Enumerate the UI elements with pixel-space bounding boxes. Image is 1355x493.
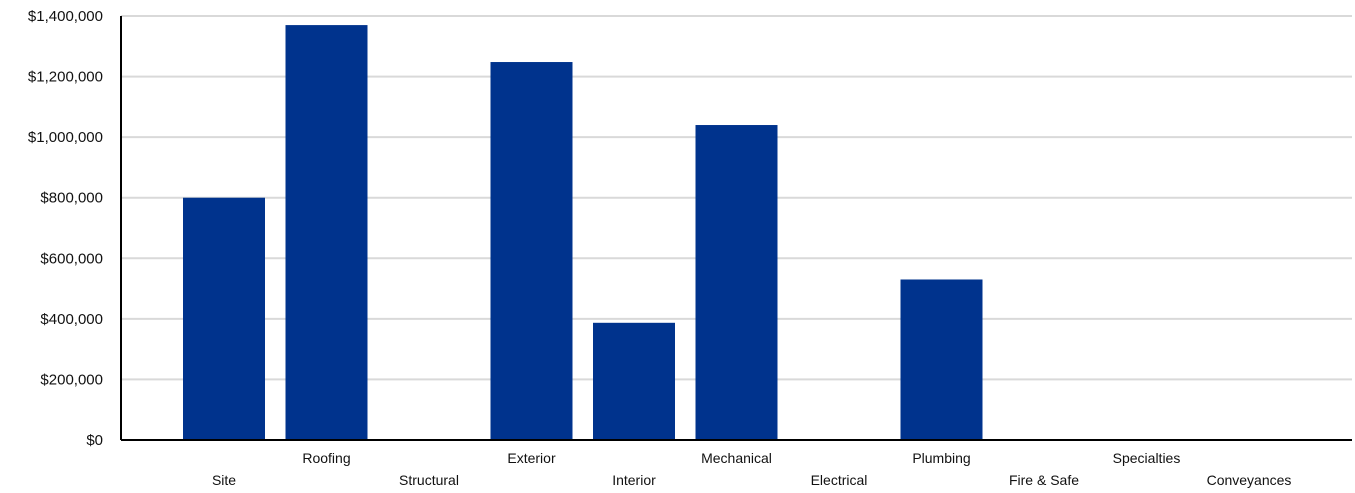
axes	[120, 16, 1352, 441]
bar	[183, 197, 265, 440]
x-tick-label: Structural	[399, 472, 459, 488]
x-tick-label: Roofing	[302, 450, 350, 466]
bar	[593, 322, 675, 440]
x-tick-label: Plumbing	[912, 450, 970, 466]
x-tick-label: Exterior	[507, 450, 556, 466]
y-tick-label: $200,000	[40, 371, 103, 388]
x-tick-label: Mechanical	[701, 450, 772, 466]
y-tick-labels: $0 $200,000 $400,000 $600,000 $800,000 $1,000…	[28, 8, 103, 449]
y-tick-label: $1,400,000	[28, 8, 103, 25]
bar	[900, 279, 983, 440]
bar	[490, 62, 573, 440]
y-tick-label: $600,000	[40, 250, 103, 267]
x-tick-label: Interior	[612, 472, 656, 488]
bars	[183, 25, 983, 441]
x-tick-labels: Site Roofing Structural Exterior Interior Mec…	[212, 450, 1291, 488]
x-tick-label: Site	[212, 472, 236, 488]
y-tick-label: $400,000	[40, 311, 103, 328]
x-tick-label: Electrical	[811, 472, 868, 488]
y-tick-label: $800,000	[40, 190, 103, 207]
y-tick-label: $0	[86, 432, 103, 449]
y-tick-label: $1,000,000	[28, 129, 103, 146]
y-tick-label: $1,200,000	[28, 69, 103, 86]
x-tick-label: Specialties	[1113, 450, 1181, 466]
x-tick-label: Conveyances	[1207, 472, 1292, 488]
bar	[695, 125, 778, 441]
x-tick-label: Fire & Safe	[1009, 472, 1079, 488]
bar	[285, 25, 368, 440]
